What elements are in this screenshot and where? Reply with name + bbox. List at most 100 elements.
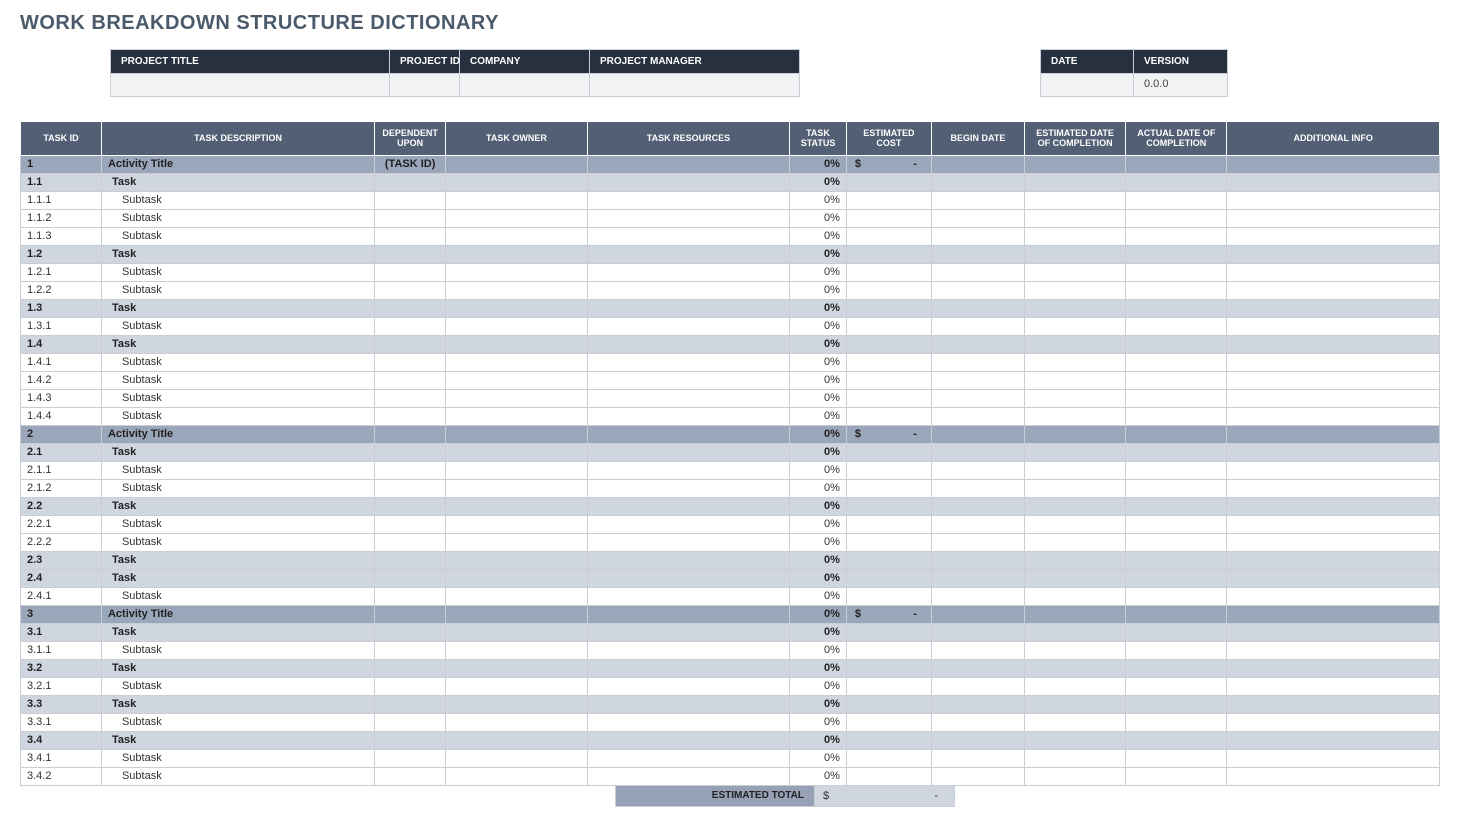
cell-estd[interactable] [1024, 731, 1125, 749]
cell-res[interactable] [587, 623, 789, 641]
cell-actd[interactable] [1126, 497, 1227, 515]
cell-res[interactable] [587, 353, 789, 371]
cell-desc[interactable]: Activity Title [101, 605, 374, 623]
cell-desc[interactable]: Subtask [101, 677, 374, 695]
cell-actd[interactable] [1126, 515, 1227, 533]
cell-begin[interactable] [931, 317, 1024, 335]
cell-dep[interactable] [375, 281, 446, 299]
cell-id[interactable]: 1.1.3 [21, 227, 102, 245]
cell-info[interactable] [1227, 749, 1440, 767]
cell-id[interactable]: 2.1.2 [21, 479, 102, 497]
cell-estd[interactable] [1024, 407, 1125, 425]
cell-cost[interactable] [846, 353, 931, 371]
cell-status[interactable]: 0% [790, 605, 847, 623]
cell-desc[interactable]: Task [101, 245, 374, 263]
cell-info[interactable] [1227, 335, 1440, 353]
cell-res[interactable] [587, 245, 789, 263]
cell-status[interactable]: 0% [790, 533, 847, 551]
cell-status[interactable]: 0% [790, 515, 847, 533]
cell-actd[interactable] [1126, 461, 1227, 479]
cell-cost[interactable] [846, 407, 931, 425]
cell-info[interactable] [1227, 173, 1440, 191]
cell-dep[interactable] [375, 587, 446, 605]
cell-status[interactable]: 0% [790, 389, 847, 407]
cell-estd[interactable] [1024, 641, 1125, 659]
cell-actd[interactable] [1126, 605, 1227, 623]
table-row[interactable]: 3.3Task0% [21, 695, 1440, 713]
table-row[interactable]: 2.2Task0% [21, 497, 1440, 515]
cell-dep[interactable] [375, 245, 446, 263]
cell-desc[interactable]: Task [101, 299, 374, 317]
cell-res[interactable] [587, 551, 789, 569]
cell-estd[interactable] [1024, 497, 1125, 515]
cell-id[interactable]: 1.4.4 [21, 407, 102, 425]
cell-begin[interactable] [931, 551, 1024, 569]
cell-actd[interactable] [1126, 533, 1227, 551]
cell-info[interactable] [1227, 371, 1440, 389]
cell-info[interactable] [1227, 227, 1440, 245]
cell-desc[interactable]: Subtask [101, 209, 374, 227]
cell-actd[interactable] [1126, 731, 1227, 749]
cell-desc[interactable]: Task [101, 443, 374, 461]
cell-dep[interactable] [375, 191, 446, 209]
table-row[interactable]: 2Activity Title0%$- [21, 425, 1440, 443]
cell-begin[interactable] [931, 191, 1024, 209]
table-row[interactable]: 3.4.1Subtask0% [21, 749, 1440, 767]
cell-actd[interactable] [1126, 155, 1227, 173]
cell-res[interactable] [587, 173, 789, 191]
cell-actd[interactable] [1126, 299, 1227, 317]
cell-cost[interactable] [846, 713, 931, 731]
cell-res[interactable] [587, 605, 789, 623]
cell-info[interactable] [1227, 317, 1440, 335]
cell-id[interactable]: 3.2.1 [21, 677, 102, 695]
cell-id[interactable]: 3.1 [21, 623, 102, 641]
table-row[interactable]: 1.2.1Subtask0% [21, 263, 1440, 281]
cell-estd[interactable] [1024, 353, 1125, 371]
cell-estd[interactable] [1024, 173, 1125, 191]
table-row[interactable]: 3.1.1Subtask0% [21, 641, 1440, 659]
cell-status[interactable]: 0% [790, 479, 847, 497]
cell-desc[interactable]: Subtask [101, 479, 374, 497]
cell-status[interactable]: 0% [790, 641, 847, 659]
cell-info[interactable] [1227, 389, 1440, 407]
cell-begin[interactable] [931, 461, 1024, 479]
cell-dep[interactable] [375, 713, 446, 731]
cell-cost[interactable] [846, 569, 931, 587]
cell-owner[interactable] [446, 767, 588, 785]
cell-begin[interactable] [931, 173, 1024, 191]
cell-owner[interactable] [446, 353, 588, 371]
table-row[interactable]: 3.2Task0% [21, 659, 1440, 677]
cell-cost[interactable] [846, 299, 931, 317]
cell-begin[interactable] [931, 623, 1024, 641]
table-row[interactable]: 3.2.1Subtask0% [21, 677, 1440, 695]
cell-actd[interactable] [1126, 317, 1227, 335]
cell-id[interactable]: 1 [21, 155, 102, 173]
cell-cost[interactable] [846, 677, 931, 695]
cell-status[interactable]: 0% [790, 173, 847, 191]
cell-begin[interactable] [931, 641, 1024, 659]
cell-info[interactable] [1227, 587, 1440, 605]
meta-value[interactable]: 0.0.0 [1134, 74, 1227, 96]
cell-cost[interactable] [846, 461, 931, 479]
cell-estd[interactable] [1024, 479, 1125, 497]
cell-desc[interactable]: Task [101, 731, 374, 749]
cell-res[interactable] [587, 155, 789, 173]
cell-begin[interactable] [931, 281, 1024, 299]
cell-owner[interactable] [446, 443, 588, 461]
cell-actd[interactable] [1126, 695, 1227, 713]
cell-estd[interactable] [1024, 695, 1125, 713]
cell-status[interactable]: 0% [790, 335, 847, 353]
table-row[interactable]: 1.3.1Subtask0% [21, 317, 1440, 335]
cell-estd[interactable] [1024, 245, 1125, 263]
cell-info[interactable] [1227, 299, 1440, 317]
cell-dep[interactable] [375, 443, 446, 461]
cell-res[interactable] [587, 641, 789, 659]
cell-desc[interactable]: Subtask [101, 263, 374, 281]
cell-estd[interactable] [1024, 551, 1125, 569]
cell-desc[interactable]: Activity Title [101, 425, 374, 443]
cell-id[interactable]: 1.4.3 [21, 389, 102, 407]
cell-estd[interactable] [1024, 587, 1125, 605]
cell-info[interactable] [1227, 425, 1440, 443]
cell-id[interactable]: 2.3 [21, 551, 102, 569]
cell-begin[interactable] [931, 425, 1024, 443]
